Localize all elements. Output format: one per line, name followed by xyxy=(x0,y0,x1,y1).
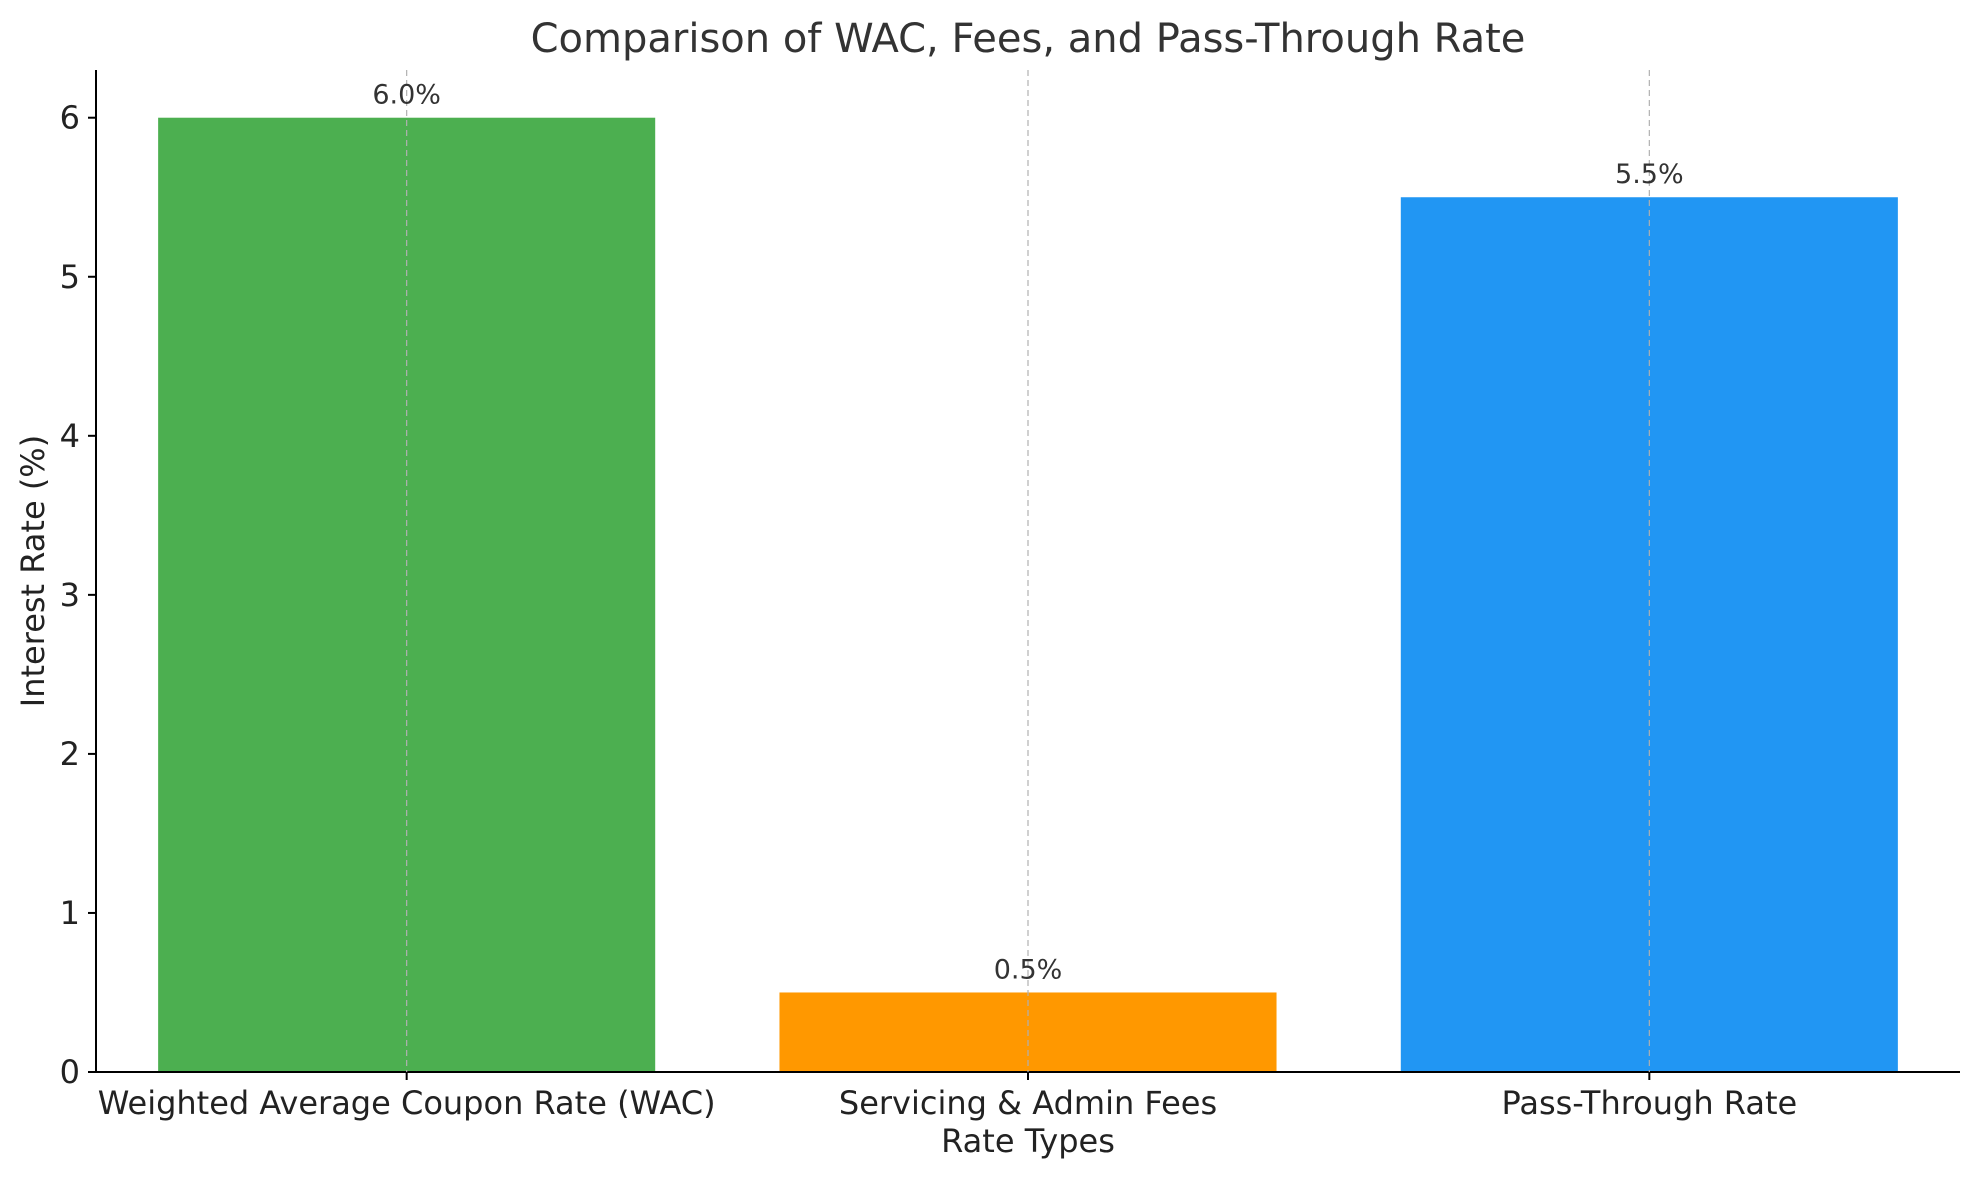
y-tick-label: 4 xyxy=(60,417,80,455)
x-axis-title: Rate Types xyxy=(941,1122,1115,1160)
y-tick-label: 3 xyxy=(60,576,80,614)
y-tick-label: 6 xyxy=(60,99,80,137)
data-label: 0.5% xyxy=(994,954,1063,985)
bars xyxy=(158,117,1898,1072)
y-tick-label: 1 xyxy=(60,894,80,932)
y-tick-label: 0 xyxy=(60,1053,80,1091)
x-tick-label: Weighted Average Coupon Rate (WAC) xyxy=(98,1084,716,1122)
x-tick-label: Pass-Through Rate xyxy=(1501,1084,1797,1122)
chart-title: Comparison of WAC, Fees, and Pass-Throug… xyxy=(531,16,1526,62)
y-tick-label: 5 xyxy=(60,258,80,296)
y-axis-title: Interest Rate (%) xyxy=(14,435,52,707)
x-tick-label: Servicing & Admin Fees xyxy=(839,1084,1217,1122)
data-labels: 6.0% 0.5% 5.5% xyxy=(372,70,1684,1072)
data-label: 6.0% xyxy=(372,80,441,111)
y-tick-label: 2 xyxy=(60,735,80,773)
data-label: 5.5% xyxy=(1615,159,1684,190)
